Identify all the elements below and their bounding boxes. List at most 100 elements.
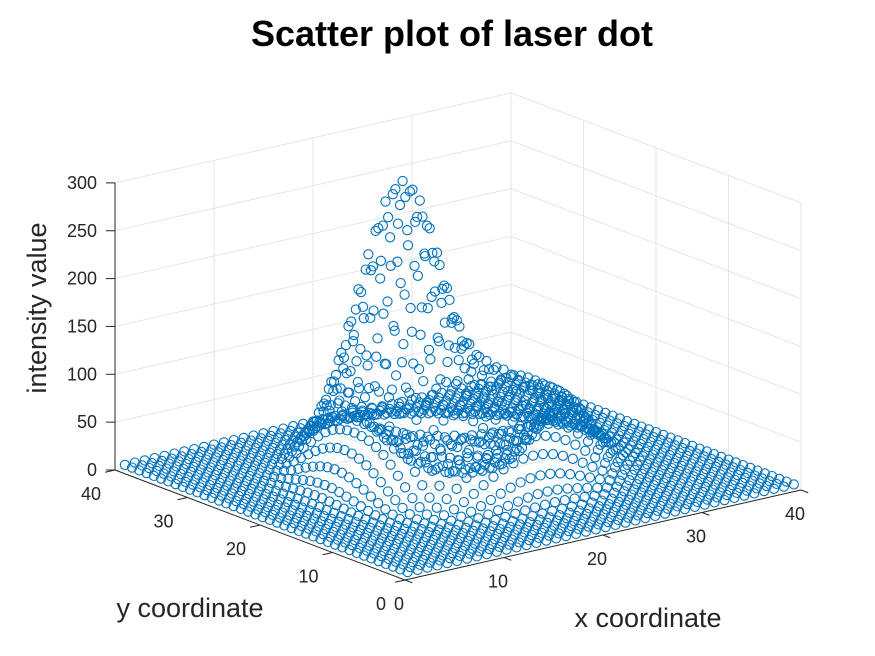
data-point bbox=[560, 530, 572, 542]
data-point bbox=[556, 523, 567, 534]
side-wall-grid-line bbox=[510, 331, 802, 443]
data-point bbox=[264, 514, 276, 526]
data-point bbox=[363, 382, 375, 394]
data-point bbox=[658, 477, 669, 489]
side-wall-grid-line bbox=[510, 188, 802, 300]
data-point bbox=[686, 458, 697, 469]
data-point bbox=[440, 466, 451, 478]
data-point bbox=[547, 449, 559, 460]
data-point bbox=[702, 476, 714, 488]
data-point bbox=[752, 465, 763, 476]
data-point bbox=[478, 391, 489, 402]
data-point bbox=[396, 447, 407, 459]
data-point bbox=[343, 514, 354, 525]
data-point bbox=[432, 560, 443, 571]
data-point bbox=[388, 434, 399, 446]
data-point bbox=[253, 486, 264, 497]
data-point bbox=[447, 405, 459, 416]
data-point bbox=[663, 485, 674, 497]
data-point bbox=[415, 541, 427, 553]
data-point bbox=[397, 175, 408, 187]
data-point bbox=[417, 440, 429, 451]
data-point bbox=[371, 543, 382, 554]
data-point bbox=[660, 442, 671, 453]
data-point bbox=[231, 495, 242, 507]
data-point bbox=[373, 555, 384, 567]
data-point bbox=[428, 424, 439, 436]
data-point bbox=[299, 496, 311, 507]
data-point bbox=[256, 462, 268, 474]
data-point bbox=[758, 485, 770, 497]
data-point bbox=[431, 383, 442, 394]
data-point bbox=[448, 530, 459, 541]
data-point bbox=[284, 510, 295, 521]
data-point bbox=[195, 464, 206, 475]
data-point bbox=[367, 261, 379, 272]
data-point bbox=[768, 483, 780, 495]
data-point bbox=[429, 286, 441, 297]
data-point bbox=[273, 479, 284, 491]
data-point bbox=[626, 489, 637, 500]
data-point bbox=[381, 435, 392, 446]
data-point bbox=[413, 406, 424, 417]
data-point bbox=[703, 458, 714, 470]
data-point bbox=[256, 481, 267, 492]
data-point bbox=[539, 522, 550, 534]
data-point bbox=[595, 439, 606, 450]
data-point bbox=[529, 524, 540, 536]
data-point bbox=[335, 511, 347, 522]
data-point bbox=[208, 457, 219, 468]
data-point bbox=[527, 385, 538, 396]
data-point bbox=[766, 470, 778, 482]
data-point bbox=[541, 389, 553, 400]
data-point bbox=[543, 530, 555, 541]
data-point bbox=[454, 399, 466, 410]
data-point bbox=[304, 505, 315, 516]
data-point bbox=[409, 466, 421, 477]
data-point bbox=[492, 505, 504, 516]
z-tick-label: 0 bbox=[87, 460, 97, 480]
data-point bbox=[265, 430, 276, 442]
data-point bbox=[501, 544, 512, 555]
data-point bbox=[412, 439, 423, 450]
data-point bbox=[618, 504, 629, 516]
data-point bbox=[434, 480, 445, 491]
data-point bbox=[673, 483, 684, 494]
data-point bbox=[169, 448, 180, 459]
tick-labels: 0 10 20 30 40 0 10 20 30 40 0 50 100 150 200 250 300 bbox=[67, 173, 805, 614]
data-point bbox=[307, 424, 318, 435]
data-point bbox=[216, 442, 227, 453]
data-point bbox=[674, 447, 685, 459]
data-point bbox=[429, 256, 440, 267]
data-point bbox=[350, 516, 361, 528]
data-point bbox=[719, 494, 730, 506]
data-point bbox=[611, 481, 623, 492]
data-point bbox=[685, 493, 696, 505]
data-point bbox=[550, 533, 562, 544]
data-point bbox=[444, 552, 456, 564]
data-point bbox=[340, 519, 351, 530]
data-point bbox=[398, 338, 409, 350]
data-point bbox=[611, 501, 622, 513]
data-point bbox=[521, 539, 532, 551]
data-point bbox=[342, 532, 353, 543]
data-point bbox=[667, 493, 679, 504]
data-point bbox=[353, 453, 365, 464]
data-point bbox=[381, 540, 392, 552]
data-point bbox=[668, 475, 679, 487]
data-point bbox=[500, 439, 512, 450]
data-point bbox=[638, 434, 649, 445]
data-point bbox=[379, 528, 390, 539]
data-point bbox=[283, 473, 294, 484]
side-wall-grid-line bbox=[510, 140, 802, 252]
data-point bbox=[411, 534, 422, 545]
data-point bbox=[431, 502, 442, 513]
data-point bbox=[467, 525, 479, 536]
data-point bbox=[537, 448, 549, 460]
data-point bbox=[362, 527, 373, 539]
data-point bbox=[313, 521, 324, 532]
data-point bbox=[577, 457, 588, 468]
data-point bbox=[216, 490, 227, 501]
data-point bbox=[619, 464, 631, 475]
data-point bbox=[608, 506, 619, 518]
